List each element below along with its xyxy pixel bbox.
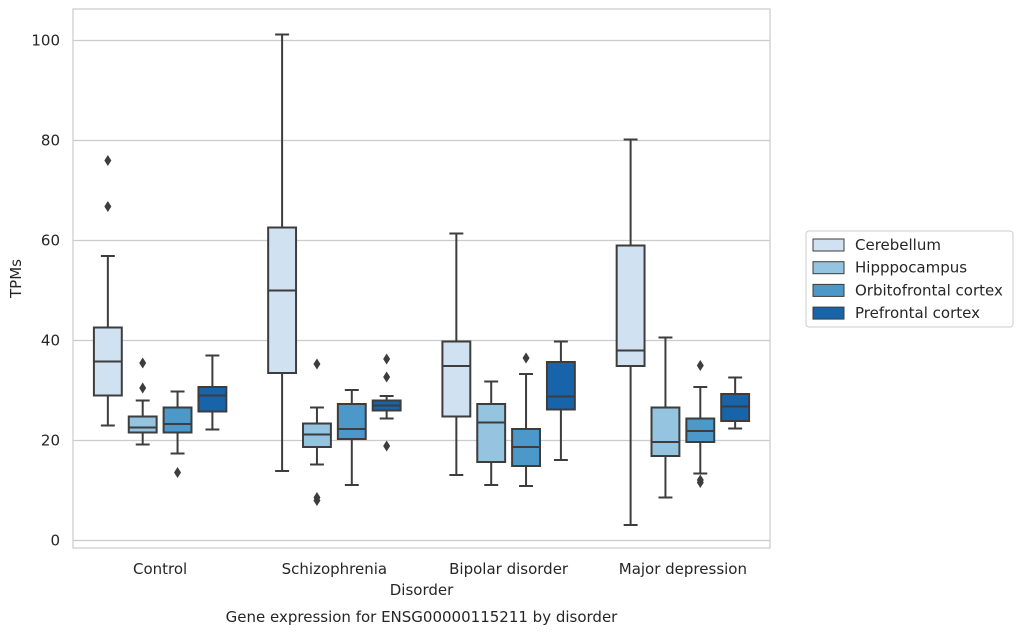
x-tick-label: Schizophrenia — [282, 560, 387, 578]
box-orbitofrontal-cortex — [336, 389, 367, 486]
box-iqr — [162, 406, 193, 434]
legend-swatch — [812, 306, 845, 320]
x-tick-labels: Control Schizophrenia Bipolar disorder Majo… — [133, 560, 747, 578]
outlier-point — [104, 201, 112, 212]
gridlines — [73, 39, 770, 542]
box-prefrontal-cortex — [197, 354, 228, 431]
y-tick-label: 100 — [31, 32, 60, 50]
box-iqr — [336, 403, 367, 440]
legend-label: Cerebellum — [855, 236, 941, 254]
y-axis-label: TPMs — [7, 259, 25, 299]
plot-frame — [72, 8, 771, 549]
box-iqr — [127, 415, 158, 434]
outlier-point — [313, 358, 321, 370]
x-tick-label: Bipolar disorder — [449, 560, 569, 578]
y-tick-label: 80 — [41, 132, 60, 150]
box-cerebellum — [92, 155, 123, 427]
box-orbitofrontal-cortex — [162, 390, 193, 478]
x-tick-label: Control — [133, 560, 187, 578]
box-iqr — [197, 386, 228, 413]
outlier-point — [104, 155, 112, 166]
y-tick-label: 40 — [41, 332, 60, 350]
outlier-point — [383, 440, 391, 452]
box-hipppocampus — [302, 358, 332, 506]
box-prefrontal-cortex — [371, 353, 402, 452]
legend-frame — [805, 230, 1014, 328]
box-prefrontal-cortex — [720, 376, 751, 430]
y-tick-label: 60 — [41, 232, 60, 250]
box-iqr — [650, 406, 681, 457]
box-iqr — [267, 226, 298, 374]
box-iqr — [476, 403, 507, 463]
box-iqr — [615, 244, 646, 367]
outlier-point — [383, 371, 391, 383]
boxes — [92, 33, 751, 526]
box-cerebellum — [441, 232, 472, 476]
box-hipppocampus — [650, 336, 681, 499]
box-orbitofrontal-cortex — [511, 352, 541, 487]
legend-label: Orbitofrontal cortex — [855, 281, 1003, 299]
x-axis-label: Disorder — [390, 581, 454, 599]
box-cerebellum — [267, 33, 298, 472]
box-hipppocampus — [127, 357, 158, 446]
box-hipppocampus — [476, 380, 507, 486]
box-orbitofrontal-cortex — [685, 360, 716, 488]
box-prefrontal-cortex — [545, 340, 576, 461]
outlier-point — [139, 382, 147, 394]
chart-caption: Gene expression for ENSG00000115211 by d… — [226, 608, 619, 626]
outlier-point — [174, 467, 182, 478]
box-cerebellum — [615, 138, 646, 526]
outlier-point — [383, 353, 391, 365]
legend-swatch — [812, 238, 845, 252]
y-tick-label: 0 — [50, 532, 60, 550]
x-tick-label: Major depression — [619, 560, 747, 578]
box-iqr — [441, 340, 472, 418]
outlier-point — [696, 360, 704, 371]
legend-label: Prefrontal cortex — [855, 304, 980, 322]
outlier-point — [313, 492, 321, 503]
legend-swatch — [812, 261, 845, 275]
outlier-point — [139, 357, 147, 369]
y-tick-labels: 0 20 40 60 80 100 — [31, 32, 60, 550]
outlier-point — [696, 474, 704, 486]
y-tick-label: 20 — [41, 432, 60, 450]
legend: Cerebellum Hipppocampus Orbitofrontal cort… — [805, 230, 1014, 328]
outlier-point — [522, 352, 530, 364]
legend-swatch — [812, 283, 845, 297]
box-iqr — [545, 361, 576, 411]
legend-label: Hipppocampus — [855, 259, 967, 277]
